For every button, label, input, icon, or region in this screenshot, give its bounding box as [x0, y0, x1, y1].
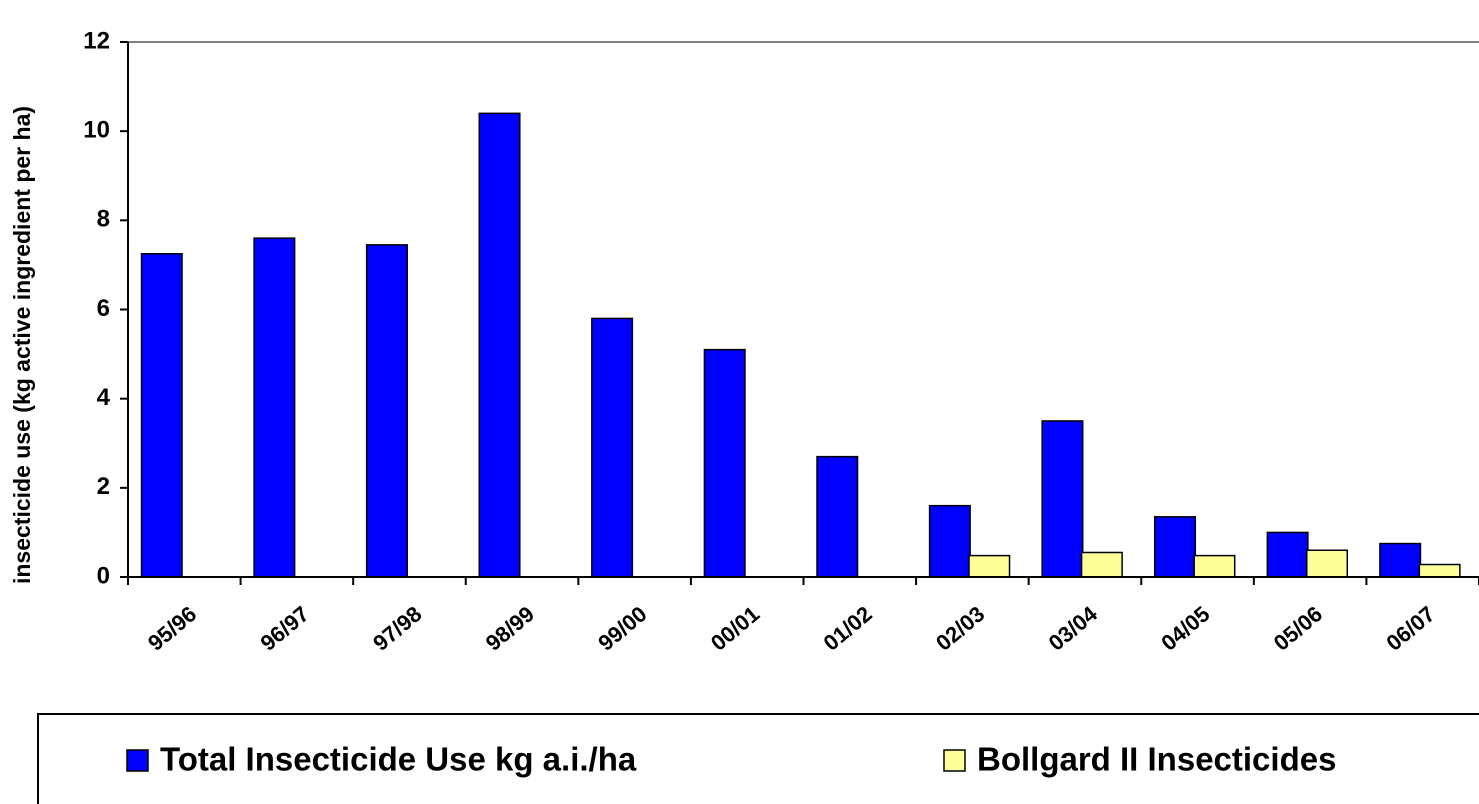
- x-tick-label: 99/00: [593, 601, 651, 656]
- x-tick-label: 01/02: [818, 601, 876, 656]
- y-tick-label: 8: [97, 206, 110, 233]
- legend-swatch: [126, 749, 149, 772]
- y-tick-label: 10: [83, 117, 110, 144]
- x-tick-label: 95/96: [143, 601, 201, 656]
- bar: [1080, 551, 1123, 578]
- bar: [1266, 531, 1309, 578]
- legend-label: Bollgard II Insecticides: [977, 741, 1336, 778]
- bar: [928, 504, 971, 578]
- legend-label: Total Insecticide Use kg a.i./ha: [160, 741, 637, 778]
- y-tick-label: 6: [97, 295, 110, 322]
- x-tick-label: 97/98: [368, 601, 426, 656]
- bar: [968, 554, 1011, 578]
- y-tick-label: 12: [83, 27, 110, 54]
- x-tick-label: 98/99: [481, 601, 539, 656]
- bar: [478, 112, 521, 578]
- bar: [140, 253, 183, 578]
- x-tick-label: 05/06: [1269, 601, 1327, 656]
- y-tick-label: 0: [97, 562, 110, 589]
- bar: [591, 317, 634, 578]
- bar: [1154, 516, 1197, 578]
- bar: [365, 244, 408, 578]
- x-tick-label: 06/07: [1381, 601, 1439, 656]
- x-tick-label: 02/03: [931, 601, 989, 656]
- bar: [816, 455, 859, 578]
- y-tick-label: 4: [97, 384, 111, 411]
- bar: [1305, 549, 1349, 578]
- bar: [1193, 554, 1236, 578]
- x-tick-label: 04/05: [1156, 601, 1214, 656]
- x-tick-label: 96/97: [256, 601, 314, 656]
- bar: [253, 237, 296, 578]
- legend-swatch: [943, 749, 966, 772]
- y-tick-label: 2: [97, 473, 110, 500]
- x-tick-label: 03/04: [1044, 601, 1103, 656]
- y-axis-label: insecticide use (kg active ingredient pe…: [9, 106, 35, 584]
- bar: [1379, 542, 1422, 578]
- bar: [1041, 420, 1084, 578]
- legend-box: [37, 713, 1479, 804]
- x-tick-label: 00/01: [706, 601, 764, 656]
- bar: [703, 348, 746, 578]
- bar: [1418, 563, 1461, 578]
